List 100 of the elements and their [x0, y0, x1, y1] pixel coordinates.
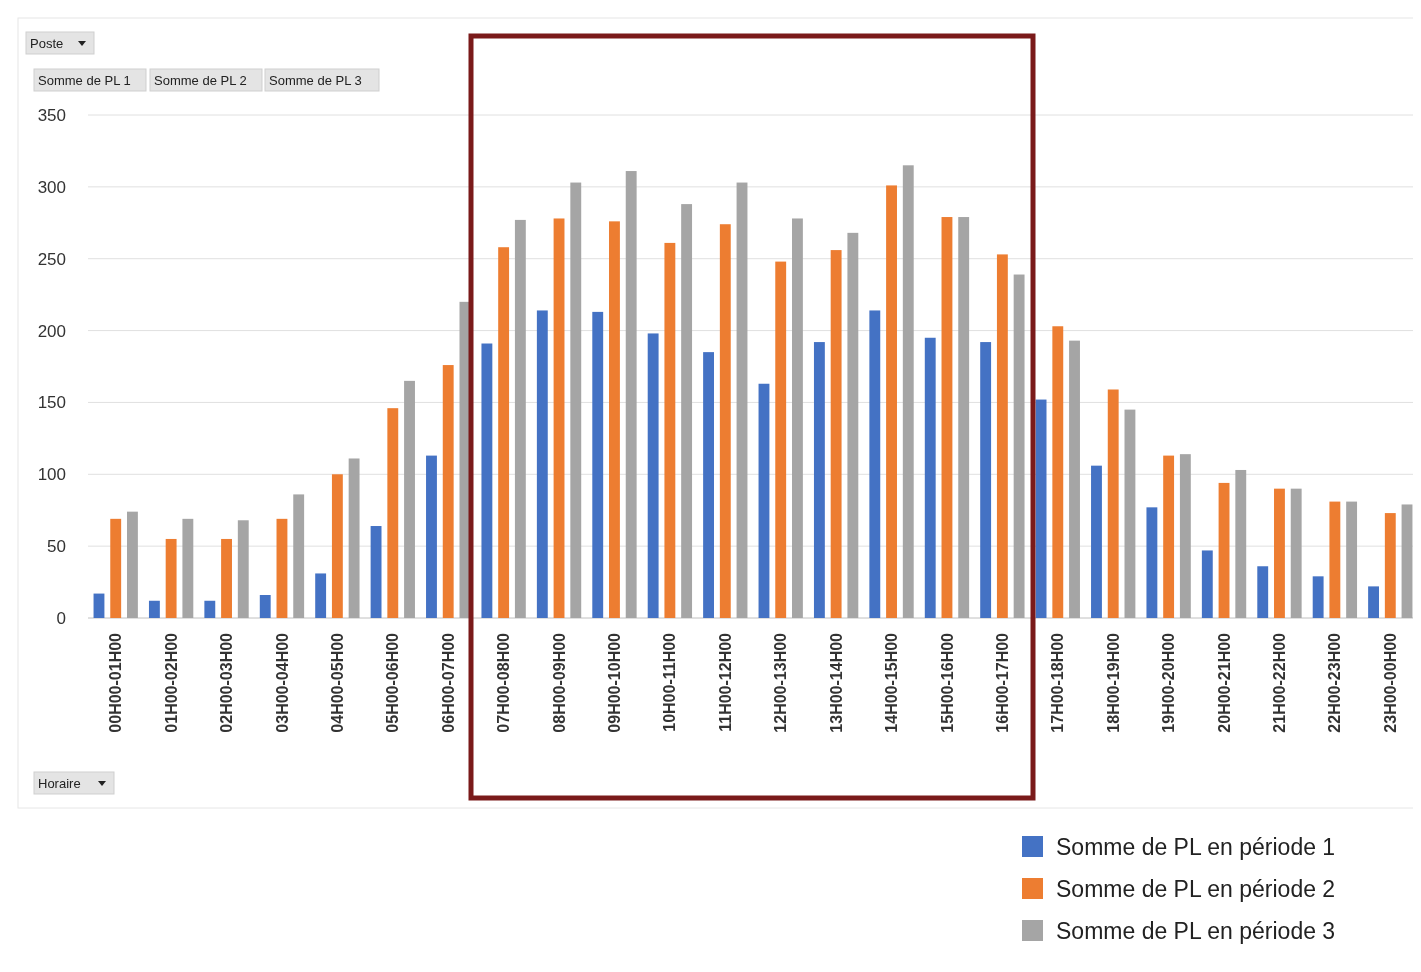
- x-tick-label: 00H00-01H00: [107, 632, 125, 733]
- bar: [1274, 488, 1285, 618]
- bar: [1107, 389, 1119, 618]
- x-tick-label: 13H00-14H00: [827, 632, 845, 733]
- bar: [1235, 469, 1247, 618]
- y-tick-label: 200: [37, 321, 66, 341]
- bar: [481, 343, 493, 618]
- text: Poste: [30, 35, 64, 51]
- x-tick-label: 08H00-09H00: [550, 632, 568, 733]
- bar: [1179, 454, 1191, 618]
- bar: [996, 254, 1008, 618]
- x-tick-label: 12H00-13H00: [772, 632, 790, 733]
- bar: [570, 182, 582, 618]
- bar: [293, 494, 305, 618]
- x-tick-label: 01H00-02H00: [162, 632, 180, 733]
- bar: [719, 224, 731, 618]
- y-tick-label: 50: [47, 537, 66, 557]
- x-tick-label: 23H00-00H00: [1381, 632, 1399, 733]
- bar: [1201, 550, 1213, 618]
- bar: [1163, 455, 1175, 618]
- bar: [1069, 340, 1080, 618]
- y-tick-label: 300: [37, 177, 66, 197]
- bar: [276, 518, 288, 618]
- bar: [165, 538, 177, 618]
- bar: [1052, 326, 1064, 618]
- bar: [110, 518, 122, 618]
- bar: [237, 520, 249, 618]
- bar: [93, 593, 105, 618]
- x-tick-label: 10H00-11H00: [661, 632, 679, 732]
- bar: [221, 538, 232, 618]
- legend-label: Somme de PL en période 3: [1056, 918, 1336, 945]
- x-tick-label: 17H00-18H00: [1049, 632, 1067, 733]
- x-tick-label: 14H00-15H00: [883, 632, 901, 733]
- bar: [1124, 409, 1136, 618]
- bar: [1384, 513, 1396, 618]
- bar: [830, 250, 842, 618]
- bar: [315, 573, 327, 618]
- x-tick-label: 07H00-08H00: [495, 632, 513, 733]
- bar: [127, 511, 138, 618]
- bar: [958, 217, 970, 618]
- bar: [775, 261, 787, 618]
- bar: [703, 352, 714, 618]
- y-tick-label: 0: [56, 608, 66, 628]
- bar: [869, 310, 881, 618]
- bar: [348, 458, 360, 618]
- text: Somme de PL 2: [154, 72, 247, 88]
- x-tick-label: 11H00-12H00: [716, 632, 734, 732]
- bar: [847, 232, 859, 618]
- x-tick-label: 20H00-21H00: [1215, 632, 1233, 733]
- bar: [924, 337, 936, 618]
- bar: [1257, 566, 1269, 618]
- bar: [1312, 576, 1324, 618]
- bar: [758, 383, 770, 618]
- bar: [182, 518, 194, 618]
- bar: [681, 204, 693, 618]
- text: Horaire: [38, 775, 81, 791]
- x-tick-label: 04H00-05H00: [328, 632, 346, 733]
- bar: [1146, 507, 1158, 618]
- bar: [813, 342, 825, 618]
- bar: [553, 218, 565, 618]
- bar: [664, 242, 676, 618]
- bar: [1091, 465, 1102, 618]
- bar: [1035, 399, 1047, 618]
- text: Somme de PL 3: [269, 72, 362, 88]
- bar: [792, 218, 803, 618]
- bar: [1013, 274, 1025, 618]
- x-tick-label: 06H00-07H00: [439, 632, 457, 733]
- x-tick-label: 05H00-06H00: [384, 632, 402, 733]
- bar: [1329, 501, 1341, 618]
- bar: [592, 311, 604, 618]
- x-tick-label: 21H00-22H00: [1271, 632, 1289, 733]
- x-tick-label: 02H00-03H00: [218, 632, 236, 733]
- text: Somme de PL 1: [38, 72, 131, 88]
- x-tick-label: 09H00-10H00: [606, 632, 624, 733]
- bar: [404, 380, 415, 618]
- bar: [886, 185, 897, 618]
- bar: [331, 474, 343, 618]
- y-tick-label: 350: [37, 105, 66, 125]
- x-tick-label: 15H00-16H00: [938, 632, 956, 733]
- bar: [1290, 488, 1302, 618]
- bar: [148, 600, 160, 618]
- x-tick-label: 16H00-17H00: [993, 632, 1011, 733]
- bar: [941, 217, 953, 618]
- bar: [426, 455, 437, 618]
- bar: [498, 247, 510, 618]
- y-tick-label: 250: [37, 249, 66, 269]
- bar: [625, 171, 637, 618]
- bar: [1368, 586, 1379, 618]
- bar: [536, 310, 548, 618]
- x-tick-label: 19H00-20H00: [1160, 632, 1178, 733]
- bar: [442, 365, 454, 618]
- bar: [370, 526, 382, 618]
- y-tick-label: 150: [37, 393, 66, 413]
- legend-label: Somme de PL en période 2: [1056, 876, 1336, 903]
- bar: [980, 342, 992, 618]
- x-tick-label: 18H00-19H00: [1104, 632, 1122, 733]
- bar: [259, 595, 271, 618]
- bar: [387, 408, 399, 618]
- bar: [736, 182, 748, 618]
- bar: [1218, 482, 1230, 618]
